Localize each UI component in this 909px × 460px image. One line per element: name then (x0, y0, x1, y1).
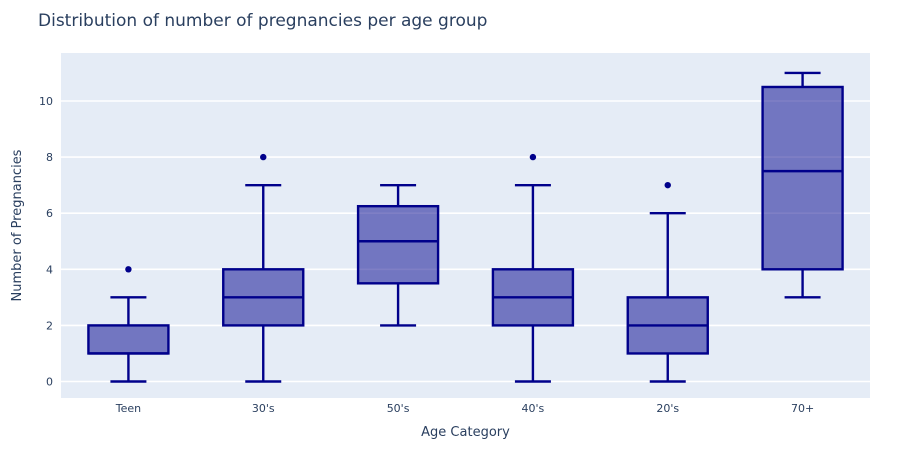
outlier-point[interactable] (529, 153, 537, 161)
y-axis-title: Number of Pregnancies (10, 149, 25, 301)
plot-background (61, 53, 870, 398)
outlier-point[interactable] (125, 266, 132, 273)
iqr-box-Teen[interactable] (87, 324, 170, 355)
x-tick-label: 50's (387, 402, 410, 415)
x-tick-label: 70+ (791, 402, 814, 415)
y-tick-label: 2 (46, 319, 53, 332)
y-tick-label: 6 (46, 207, 53, 220)
chart-title: Distribution of number of pregnancies pe… (38, 11, 488, 31)
y-tick-label: 8 (46, 151, 53, 164)
y-tick-label: 10 (39, 95, 53, 108)
x-tick-label: 20's (656, 402, 679, 415)
x-axis-title: Age Category (421, 425, 510, 440)
x-tick-label: 40's (522, 402, 545, 415)
x-tick-label: Teen (115, 402, 141, 415)
y-tick-label: 4 (46, 263, 53, 276)
x-tick-label: 30's (252, 402, 275, 415)
iqr-box-70+[interactable] (761, 85, 844, 271)
y-tick-label: 0 (46, 376, 53, 389)
outlier-point[interactable] (260, 153, 267, 161)
iqr-box-50's[interactable] (356, 204, 440, 285)
outlier-point[interactable] (664, 181, 671, 189)
